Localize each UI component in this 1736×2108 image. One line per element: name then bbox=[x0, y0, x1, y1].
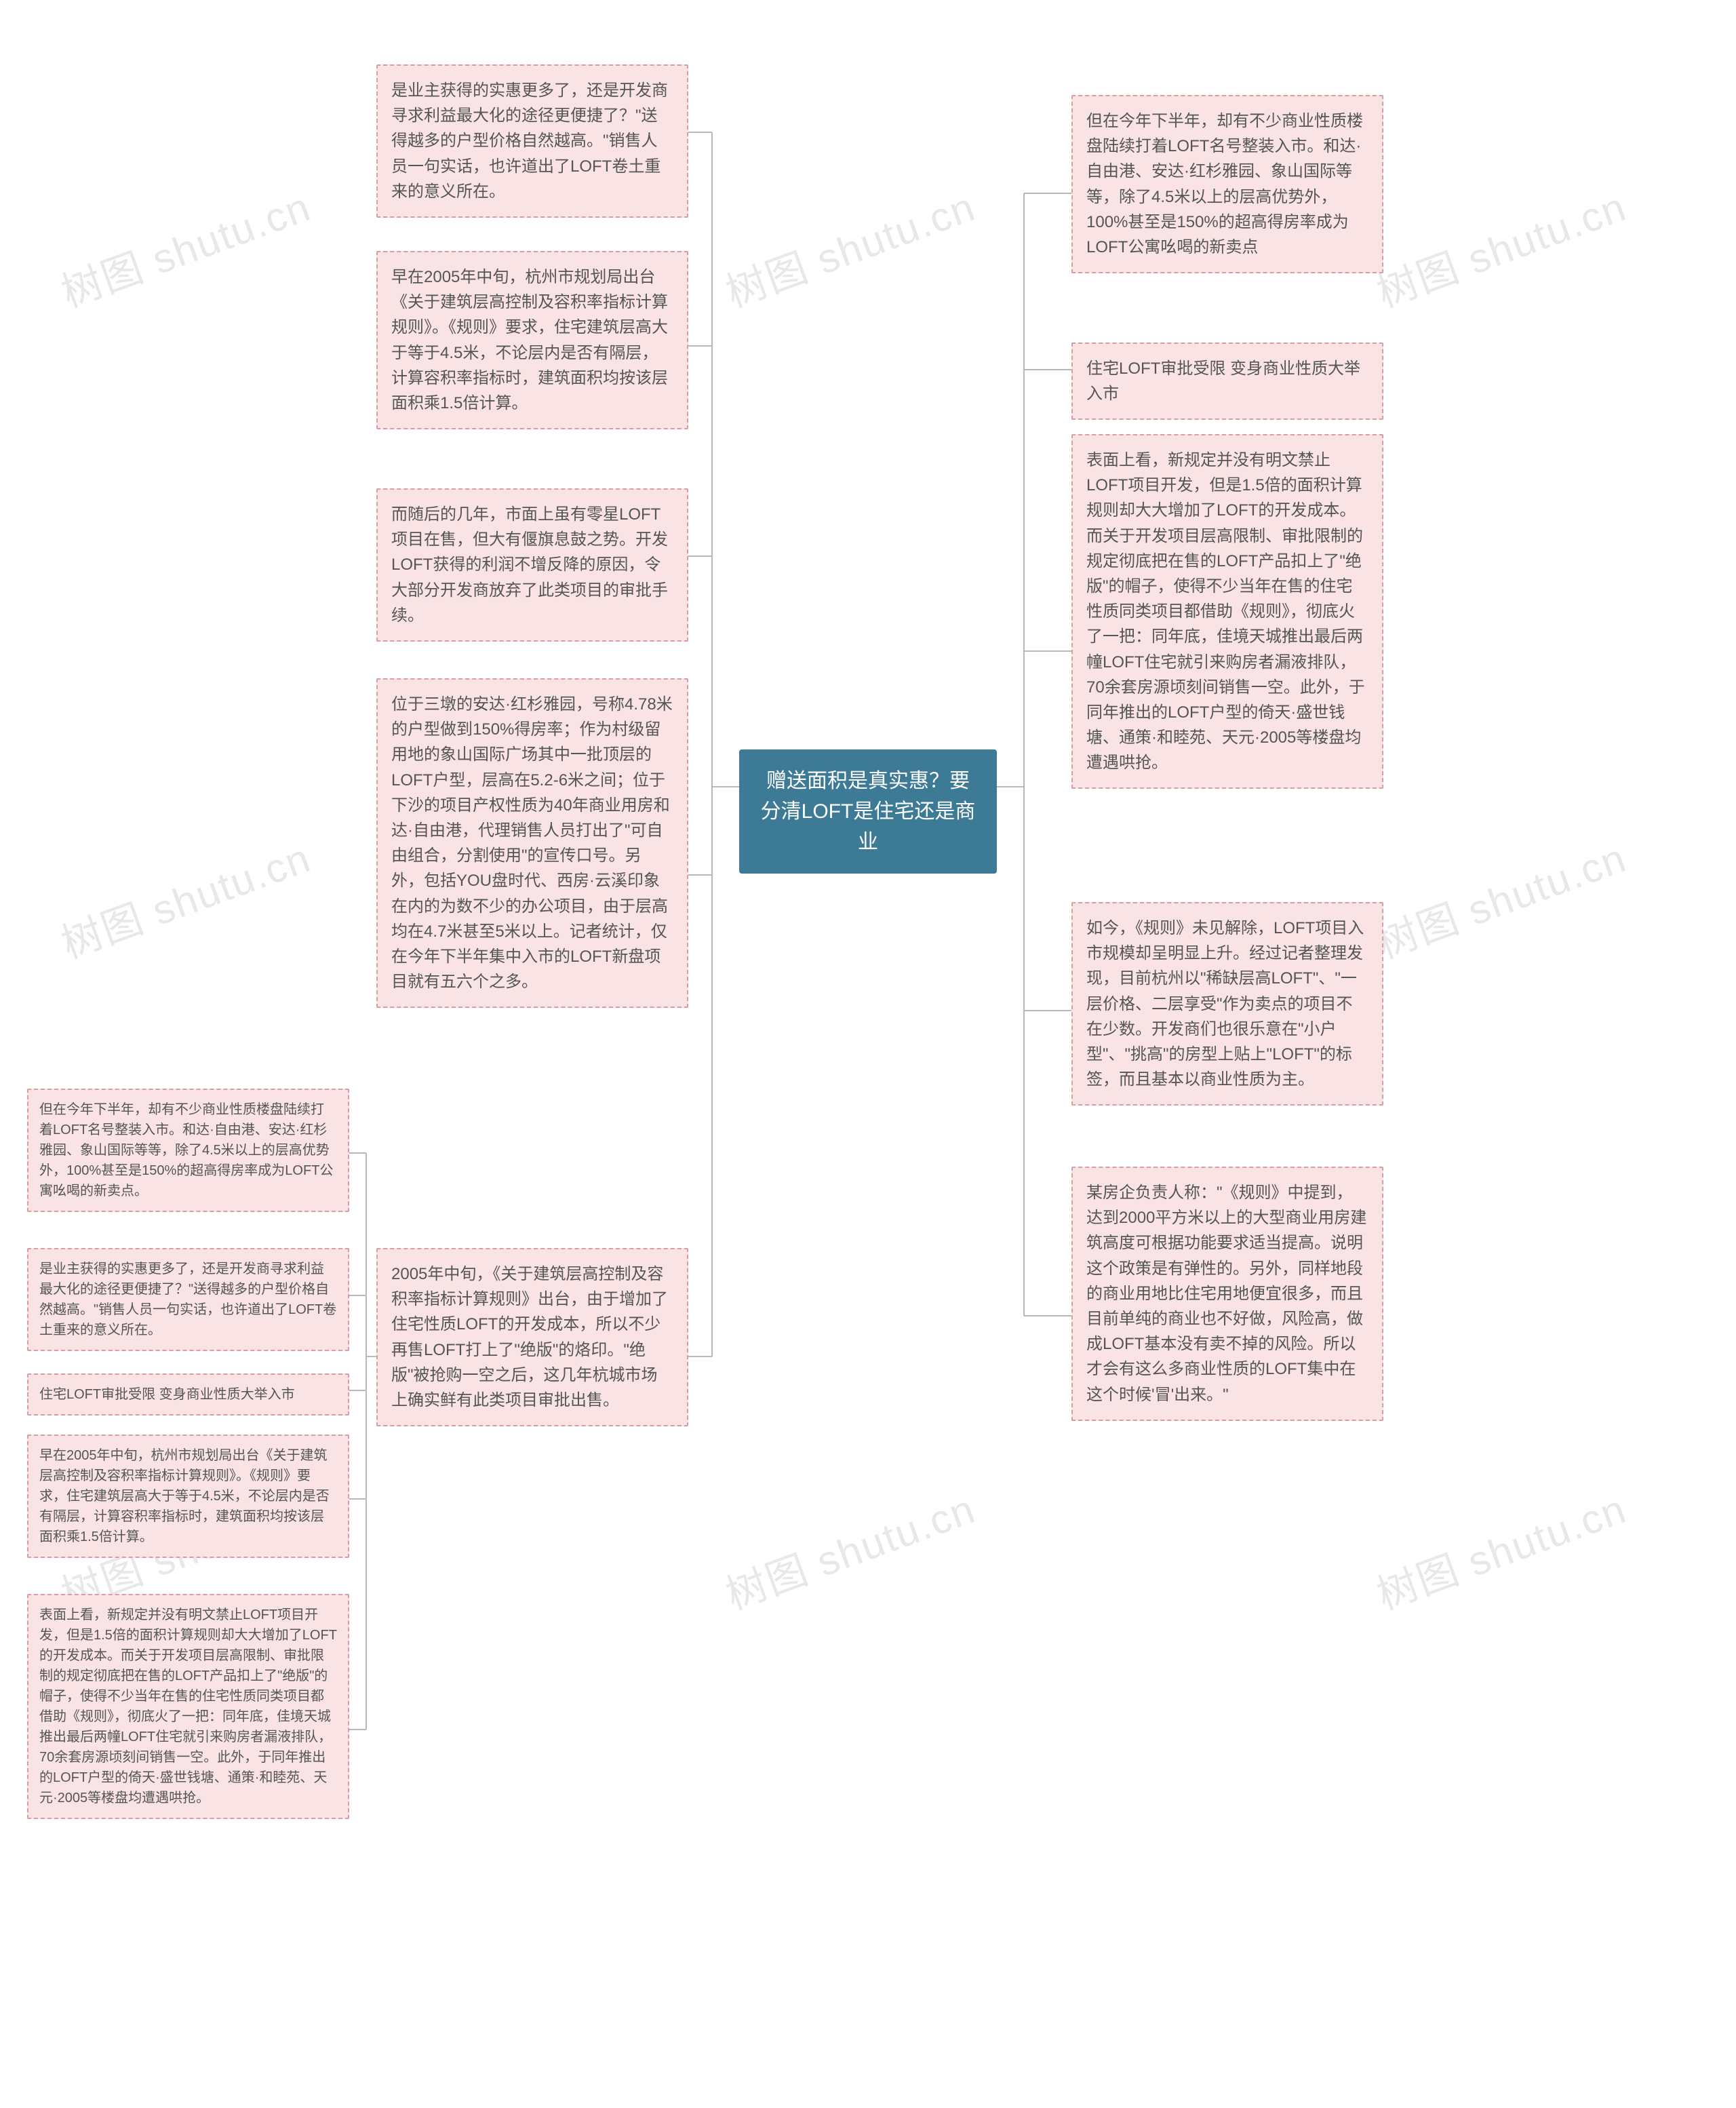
center-topic[interactable]: 赠送面积是真实惠？要分清LOFT是住宅还是商业 bbox=[739, 749, 997, 874]
left-sub-node-2[interactable]: 是业主获得的实惠更多了，还是开发商寻求利益最大化的途径更便捷了？"送得越多的户型… bbox=[27, 1248, 349, 1351]
left-sub-node-3[interactable]: 住宅LOFT审批受限 变身商业性质大举入市 bbox=[27, 1373, 349, 1416]
watermark: 树图 shutu.cn bbox=[717, 174, 983, 319]
watermark: 树图 shutu.cn bbox=[1368, 174, 1634, 319]
left-node-1[interactable]: 是业主获得的实惠更多了，还是开发商寻求利益最大化的途径更便捷了？"送得越多的户型… bbox=[376, 64, 688, 218]
left-sub-node-5[interactable]: 表面上看，新规定并没有明文禁止LOFT项目开发，但是1.5倍的面积计算规则却大大… bbox=[27, 1594, 349, 1819]
left-node-5[interactable]: 2005年中旬，《关于建筑层高控制及容积率指标计算规则》出台，由于增加了住宅性质… bbox=[376, 1248, 688, 1426]
right-node-5[interactable]: 某房企负责人称："《规则》中提到，达到2000平方米以上的大型商业用房建筑高度可… bbox=[1071, 1167, 1383, 1421]
watermark: 树图 shutu.cn bbox=[717, 1477, 983, 1622]
left-node-4[interactable]: 位于三墩的安达·红杉雅园，号称4.78米的户型做到150%得房率；作为村级留用地… bbox=[376, 678, 688, 1008]
watermark: 树图 shutu.cn bbox=[1368, 825, 1634, 971]
left-node-3[interactable]: 而随后的几年，市面上虽有零星LOFT项目在售，但大有偃旗息鼓之势。开发LOFT获… bbox=[376, 488, 688, 642]
left-sub-node-4[interactable]: 早在2005年中旬，杭州市规划局出台《关于建筑层高控制及容积率指标计算规则》。《… bbox=[27, 1434, 349, 1558]
watermark: 树图 shutu.cn bbox=[52, 825, 318, 971]
watermark: 树图 shutu.cn bbox=[1368, 1477, 1634, 1622]
right-node-1[interactable]: 但在今年下半年，却有不少商业性质楼盘陆续打着LOFT名号整装入市。和达·自由港、… bbox=[1071, 95, 1383, 273]
left-node-2[interactable]: 早在2005年中旬，杭州市规划局出台《关于建筑层高控制及容积率指标计算规则》。《… bbox=[376, 251, 688, 429]
right-node-2[interactable]: 住宅LOFT审批受限 变身商业性质大举入市 bbox=[1071, 343, 1383, 420]
right-node-4[interactable]: 如今，《规则》未见解除，LOFT项目入市规模却呈明显上升。经过记者整理发现，目前… bbox=[1071, 902, 1383, 1106]
right-node-3[interactable]: 表面上看，新规定并没有明文禁止LOFT项目开发，但是1.5倍的面积计算规则却大大… bbox=[1071, 434, 1383, 789]
watermark: 树图 shutu.cn bbox=[52, 174, 318, 319]
left-sub-node-1[interactable]: 但在今年下半年，却有不少商业性质楼盘陆续打着LOFT名号整装入市。和达·自由港、… bbox=[27, 1089, 349, 1212]
